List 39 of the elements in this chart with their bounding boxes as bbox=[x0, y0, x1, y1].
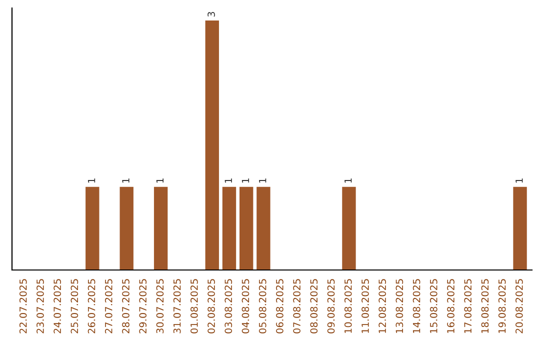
x-tick-label: 23.07.2025 bbox=[36, 279, 44, 334]
x-tick-label: 14.08.2025 bbox=[412, 279, 420, 333]
x-tick-label: 29.07.2025 bbox=[139, 279, 147, 334]
x-tick-label: 26.07.2025 bbox=[88, 279, 96, 334]
x-tick-label: 03.08.2025 bbox=[224, 279, 232, 334]
data-label: 1 bbox=[344, 178, 352, 183]
data-label: 1 bbox=[156, 178, 164, 183]
x-tick-label: 02.08.2025 bbox=[208, 279, 215, 334]
x-tick-label: 09.08.2025 bbox=[327, 279, 335, 334]
x-tick-label: 05.08.2025 bbox=[258, 279, 266, 334]
x-tick-label: 18.08.2025 bbox=[481, 279, 489, 333]
x-tick-label: 04.08.2025 bbox=[242, 279, 250, 334]
x-tick-label: 01.08.2025 bbox=[190, 279, 198, 334]
x-tick-label: 07.08.2025 bbox=[293, 279, 300, 334]
x-tick-label: 25.07.2025 bbox=[70, 279, 78, 334]
x-tick-label: 11.08.2025 bbox=[362, 279, 369, 333]
x-tick-label: 24.07.2025 bbox=[54, 279, 62, 334]
x-tick-label: 27.07.2025 bbox=[104, 279, 112, 334]
data-label: 1 bbox=[242, 178, 250, 183]
x-tick-label: 13.08.2025 bbox=[396, 279, 404, 333]
x-tick-label: 06.08.2025 bbox=[276, 279, 284, 334]
data-label: 1 bbox=[224, 178, 232, 183]
x-tick-label: 12.08.2025 bbox=[378, 279, 386, 333]
x-tick-label: 10.08.2025 bbox=[344, 279, 352, 333]
data-label: 3 bbox=[208, 12, 215, 17]
data-label: 1 bbox=[259, 178, 266, 183]
x-tick-label: 19.08.2025 bbox=[498, 279, 506, 333]
x-tick-label: 17.08.2025 bbox=[464, 279, 472, 333]
x-tick-label: 30.07.2025 bbox=[156, 279, 164, 334]
data-label: 1 bbox=[516, 178, 523, 183]
x-tick-label: 08.08.2025 bbox=[310, 279, 318, 334]
data-label: 1 bbox=[88, 178, 96, 183]
x-tick-label: 31.07.2025 bbox=[173, 279, 181, 334]
x-tick-label: 22.07.2025 bbox=[19, 279, 27, 334]
x-tick-label: 16.08.2025 bbox=[447, 279, 454, 333]
x-tick-label: 20.08.2025 bbox=[515, 279, 523, 334]
x-tick-label: 28.07.2025 bbox=[122, 279, 130, 334]
x-tick-label: 15.08.2025 bbox=[430, 279, 438, 333]
data-label: 1 bbox=[122, 178, 130, 183]
